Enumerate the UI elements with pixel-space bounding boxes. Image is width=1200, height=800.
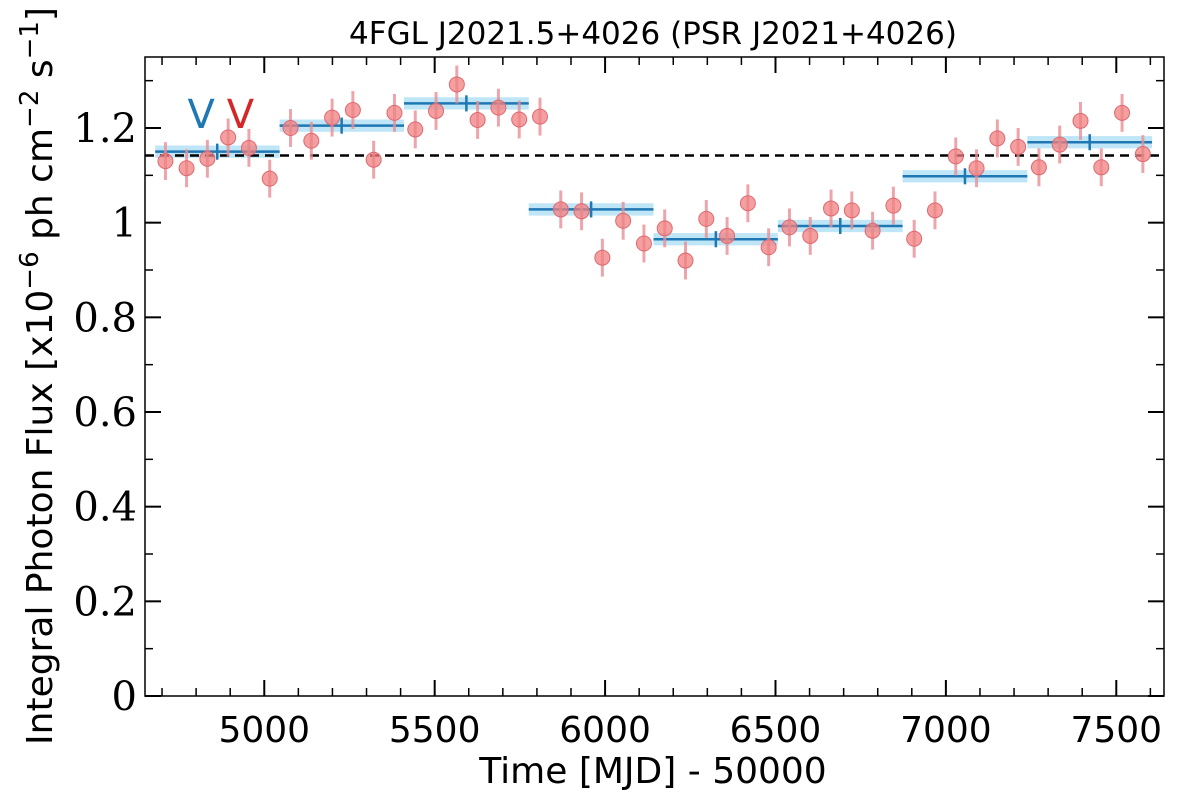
data-point: [428, 102, 445, 119]
data-point: [656, 220, 673, 237]
data-point: [344, 102, 361, 119]
plot-frame: [144, 56, 1165, 697]
data-point: [303, 132, 320, 149]
x-axis-label: Time [MJD] - 50000: [478, 751, 826, 792]
data-point: [843, 202, 860, 219]
x-tick-label: 6500: [730, 710, 822, 751]
data-point: [199, 150, 216, 167]
x-tick-label: 5000: [218, 710, 310, 751]
data-point: [157, 153, 174, 170]
data-point: [989, 130, 1006, 147]
data-point: [386, 104, 403, 121]
data-point: [407, 121, 424, 138]
y-axis-label-exp-3: −1: [15, 21, 45, 59]
data-point: [802, 227, 819, 244]
data-point: [573, 203, 590, 220]
data-point: [739, 195, 756, 212]
y-tick-label: 0: [112, 674, 137, 720]
data-point: [594, 249, 611, 266]
data-point: [719, 227, 736, 244]
data-point: [885, 197, 902, 214]
y-axis-label-part-2: ph cm: [20, 128, 61, 251]
data-point: [1114, 104, 1131, 121]
x-tick-label: 5500: [389, 710, 481, 751]
data-point: [781, 219, 798, 236]
data-point: [282, 120, 299, 136]
data-point: [178, 160, 195, 177]
data-point: [760, 239, 777, 256]
data-point: [698, 210, 715, 227]
y-axis-label: Integral Photon Flux [x10−6 ph cm−2 s−1]: [15, 7, 61, 745]
data-point: [469, 111, 486, 128]
y-axis-ticks: 0 0.2 0.4 0.6 0.8 1 1.2: [73, 79, 1164, 720]
data-point: [365, 151, 382, 168]
data-point: [823, 200, 840, 217]
chart-title: 4FGL J2021.5+4026 (PSR J2021+4026): [349, 16, 957, 52]
data-point: [240, 139, 257, 156]
v-marker: V: [227, 92, 255, 138]
y-axis-label-close: ]: [20, 7, 61, 21]
data-point: [926, 202, 943, 219]
data-point: [864, 222, 881, 239]
data-point: [531, 108, 548, 125]
y-axis-label-part-1: Integral Photon Flux [x10: [20, 290, 61, 745]
data-point: [1093, 159, 1110, 176]
y-tick-label: 0.6: [73, 390, 137, 436]
data-point: [615, 212, 632, 229]
y-tick-label: 1.2: [73, 106, 137, 152]
data-point: [906, 230, 923, 247]
data-point: [635, 235, 652, 252]
y-tick-label: 0.8: [73, 295, 137, 341]
x-tick-label: 6000: [559, 710, 651, 751]
y-axis-label-part-3: s: [20, 59, 61, 89]
data-point: [552, 201, 569, 218]
v-marker: V: [188, 92, 216, 138]
data-point: [677, 252, 694, 269]
data-point: [220, 129, 237, 146]
x-tick-label: 7000: [900, 710, 992, 751]
data-point: [490, 99, 507, 116]
data-point: [1030, 159, 1047, 176]
data-point: [1072, 112, 1089, 129]
y-tick-label: 0.2: [73, 579, 137, 625]
y-tick-label: 0.4: [73, 485, 137, 531]
data-point: [1134, 146, 1151, 163]
data-point: [1051, 136, 1068, 153]
y-axis-label-exp-2: −2: [15, 90, 45, 128]
data-point: [448, 76, 465, 93]
data-point: [1010, 138, 1027, 155]
data-point: [968, 160, 985, 177]
data-point: [261, 170, 278, 187]
data-point: [947, 148, 964, 165]
x-axis-ticks: 5000 5500 6000 6500 7000 7500: [161, 57, 1162, 751]
data-point: [324, 109, 341, 126]
y-axis-label-exp-1: −6: [15, 251, 45, 289]
x-tick-label: 7500: [1070, 710, 1162, 751]
data-point: [511, 111, 528, 128]
y-tick-label: 1: [112, 201, 137, 247]
